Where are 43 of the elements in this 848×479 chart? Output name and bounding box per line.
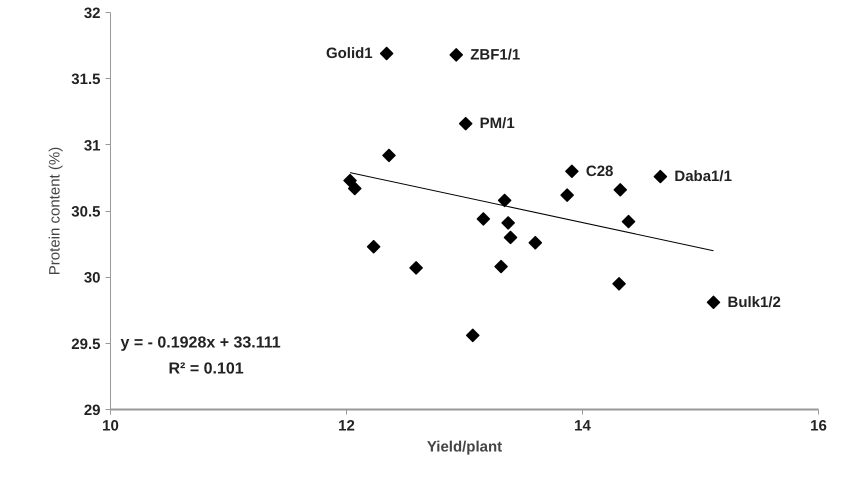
point bbox=[612, 276, 626, 291]
y-axis-title: Protein content (%) bbox=[46, 146, 64, 276]
point bbox=[466, 328, 480, 342]
point bbox=[528, 236, 542, 250]
annotation: ZBF1/1 bbox=[470, 46, 520, 64]
point bbox=[348, 182, 362, 196]
y-tick-label: 31 bbox=[84, 137, 101, 154]
point bbox=[476, 212, 490, 226]
point bbox=[565, 164, 579, 178]
point bbox=[409, 261, 423, 275]
point bbox=[382, 148, 396, 162]
y-tick-label: 31.5 bbox=[71, 71, 101, 88]
annotation: Golid1 bbox=[326, 45, 373, 62]
y-tick-label: 30 bbox=[84, 270, 101, 287]
x-tick-label: 10 bbox=[102, 418, 119, 434]
point bbox=[622, 214, 636, 228]
point bbox=[501, 216, 516, 230]
y-tick-label: 32 bbox=[84, 5, 101, 22]
x-tick-label: 12 bbox=[338, 418, 355, 434]
annotation: R² = 0.101 bbox=[168, 360, 244, 378]
point bbox=[366, 240, 381, 254]
annotation: y = - 0.1928x + 33.111 bbox=[120, 334, 281, 352]
x-tick-label: 14 bbox=[574, 418, 592, 434]
point bbox=[458, 116, 473, 131]
point bbox=[706, 295, 720, 310]
y-tick-label: 29.5 bbox=[71, 336, 101, 353]
x-tick-label: 16 bbox=[810, 418, 827, 434]
x-axis-title: Yield/plant bbox=[426, 438, 502, 456]
annotation: PM/1 bbox=[480, 115, 515, 132]
annotation: Bulk1/2 bbox=[727, 294, 781, 311]
annotation: C28 bbox=[586, 162, 614, 180]
y-tick-label: 30.5 bbox=[71, 204, 101, 220]
point bbox=[560, 188, 574, 202]
point bbox=[380, 46, 394, 60]
annotation: Daba1/1 bbox=[674, 168, 732, 186]
point bbox=[613, 182, 628, 197]
point bbox=[494, 260, 508, 274]
y-tick-label: 29 bbox=[84, 402, 101, 419]
point bbox=[343, 174, 357, 188]
point bbox=[504, 230, 518, 244]
point bbox=[449, 48, 464, 62]
point bbox=[654, 170, 668, 184]
point bbox=[498, 194, 512, 208]
